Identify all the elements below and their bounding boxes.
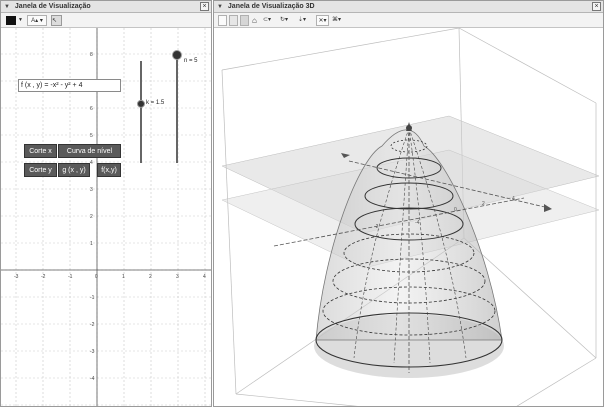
y-tick-label: -1 <box>90 295 95 301</box>
y-tick-label: 1 <box>90 241 93 247</box>
x-axis-arrow-icon <box>341 153 350 158</box>
color-dropdown-icon[interactable]: ▼ <box>18 17 23 23</box>
y-tick-label: 6 <box>90 106 93 112</box>
graphics-canvas-3d[interactable]: 0 2 -4 4 -2 <box>214 28 603 406</box>
y-tick-label: 4 <box>90 160 93 166</box>
tick-label-3d: -2 <box>374 224 379 230</box>
x-tick-label: 0 <box>95 274 98 280</box>
style-bar-3d: ⌂ ⊂▾ ↻▾ ⇣▾ ✕▾ ⌘▾ <box>214 13 603 28</box>
level-curve-top <box>390 139 428 153</box>
x-tick-label: 4 <box>203 274 206 280</box>
pointer-icon[interactable]: ↖ <box>51 15 62 26</box>
slider-k-knob[interactable] <box>137 99 145 108</box>
corte-x-button[interactable]: Corte x <box>24 144 57 158</box>
slider-k[interactable] <box>137 61 145 163</box>
color-swatch-icon[interactable] <box>6 16 16 25</box>
rotate-view-icon[interactable]: ⊂▾ <box>263 17 272 23</box>
graphics-view-titlebar[interactable]: ▼ Janela de Visualização × <box>1 1 211 13</box>
x-tick-label: 3 <box>176 274 179 280</box>
corte-y-button[interactable]: Corte y <box>24 163 57 177</box>
y-tick-label: -2 <box>90 322 95 328</box>
tick-label-3d: -4 <box>415 220 420 226</box>
graphics-canvas-2d[interactable]: -3-2-10123487654321-1-2-3-4 f (x , y) = … <box>1 28 211 406</box>
y-tick-label: 8 <box>90 52 93 58</box>
close-button[interactable]: × <box>200 2 209 11</box>
axes-3d <box>273 126 550 373</box>
close-3d-button[interactable]: × <box>592 2 601 11</box>
function-input-box[interactable]: f (x , y) = -x² - y² + 4 <box>18 79 121 92</box>
level-curve-1 <box>322 286 496 336</box>
y-tick-label: 3 <box>90 187 93 193</box>
view-direction-icon[interactable]: ⇣▾ <box>298 17 307 23</box>
collapse-triangle-icon[interactable]: ▼ <box>217 4 223 10</box>
y-axis-arrow-icon <box>544 204 552 212</box>
graphics-view-3d-title: Janela de Visualização 3D <box>227 3 315 10</box>
show-plane-icon[interactable] <box>240 15 249 26</box>
slider-n-knob[interactable] <box>172 50 182 60</box>
home-icon[interactable]: ⌂ <box>252 16 257 25</box>
slider-n-label: n = 5 <box>184 58 198 64</box>
style-bar: ▼ A▴ ▾ ↖ <box>1 13 211 28</box>
f-xy-button[interactable]: f(x,y) <box>97 163 121 177</box>
function-label: f (x , y) = <box>21 82 49 89</box>
show-axes-icon[interactable] <box>218 15 227 26</box>
font-size-dropdown[interactable]: A▴ ▾ <box>27 15 47 26</box>
graphics-view-2d[interactable]: ▼ Janela de Visualização × ▼ A▴ ▾ ↖ -3 -2… <box>0 0 212 407</box>
x-tick-label: 2 <box>149 274 152 280</box>
g-xy-button[interactable]: g (x , y) <box>58 163 90 177</box>
meridian-curves <box>353 127 467 364</box>
graphics-view-title: Janela de Visualização <box>14 3 91 10</box>
slider-n[interactable] <box>172 50 182 164</box>
apex-point[interactable] <box>406 125 412 131</box>
x-tick-label: -3 <box>14 274 19 280</box>
tick-label-3d: 4 <box>512 196 515 202</box>
tick-label-3d: 0 <box>454 207 457 213</box>
tick-label-3d: 2 <box>482 201 485 207</box>
y-tick-label: 5 <box>90 133 93 139</box>
curva-de-nivel-button[interactable]: Curva de nível <box>58 144 121 158</box>
scene-3d: 0 2 -4 4 -2 <box>221 28 600 406</box>
show-grid-icon[interactable] <box>229 15 238 26</box>
slider-k-label: k = 1.5 <box>146 100 165 106</box>
graphics-view-3d[interactable]: ▼ Janela de Visualização 3D × ⌂ ⊂▾ ↻▾ ⇣▾… <box>213 0 604 407</box>
x-tick-label: -1 <box>68 274 73 280</box>
collapse-triangle-icon[interactable]: ▼ <box>4 4 10 10</box>
graphics-view-3d-titlebar[interactable]: ▼ Janela de Visualização 3D × <box>214 1 603 13</box>
y-tick-label: -4 <box>90 376 95 382</box>
projection-icon[interactable]: ⌘▾ <box>332 17 342 23</box>
y-tick-label: 2 <box>90 214 93 220</box>
y-tick-label: -3 <box>90 349 95 355</box>
axes-type-icon[interactable]: ✕▾ <box>316 15 329 26</box>
clipping-icon[interactable]: ↻▾ <box>280 17 289 23</box>
x-tick-label: 1 <box>122 274 125 280</box>
x-tick-label: -2 <box>41 274 46 280</box>
function-input[interactable]: -x² - y² + 4 <box>50 82 83 89</box>
